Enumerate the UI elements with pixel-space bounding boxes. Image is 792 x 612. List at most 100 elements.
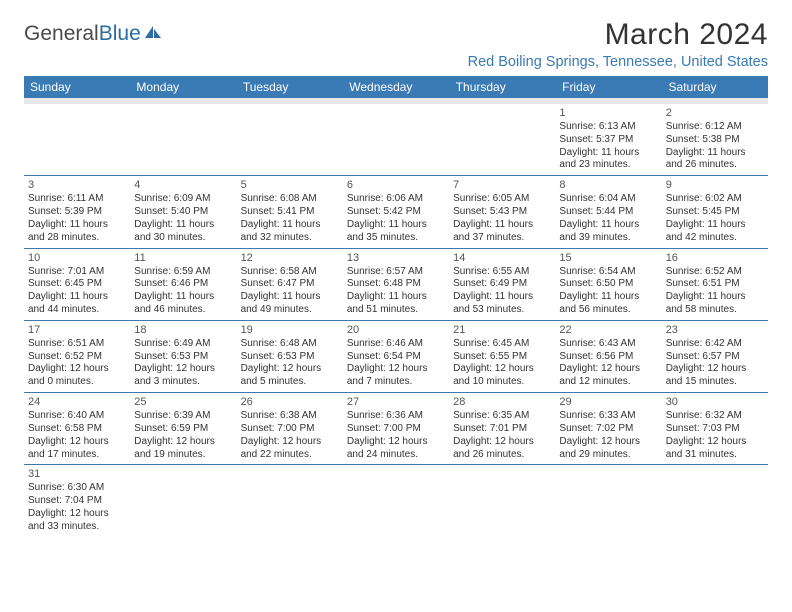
daylight-line: and 0 minutes. <box>28 376 125 389</box>
daylight-line: Daylight: 12 hours <box>134 436 231 449</box>
day-number: 5 <box>241 178 338 192</box>
sunrise-line: Sunrise: 6:05 AM <box>453 193 550 206</box>
day-cell: 24Sunrise: 6:40 AMSunset: 6:58 PMDayligh… <box>24 393 130 464</box>
sunrise-line: Sunrise: 6:45 AM <box>453 338 550 351</box>
logo: GeneralBlue <box>24 22 163 46</box>
day-cell: 18Sunrise: 6:49 AMSunset: 6:53 PMDayligh… <box>130 321 236 392</box>
sunset-line: Sunset: 6:55 PM <box>453 351 550 364</box>
sunset-line: Sunset: 5:44 PM <box>559 206 656 219</box>
sunrise-line: Sunrise: 6:12 AM <box>666 121 763 134</box>
day-cell: 8Sunrise: 6:04 AMSunset: 5:44 PMDaylight… <box>555 176 661 247</box>
daylight-line: Daylight: 11 hours <box>666 147 763 160</box>
daylight-line: and 33 minutes. <box>28 521 125 534</box>
daylight-line: and 19 minutes. <box>134 449 231 462</box>
daylight-line: and 58 minutes. <box>666 304 763 317</box>
logo-sail-icon <box>143 22 163 46</box>
day-cell-empty <box>449 104 555 175</box>
day-cell-empty <box>237 104 343 175</box>
sunset-line: Sunset: 6:46 PM <box>134 278 231 291</box>
day-cell: 10Sunrise: 7:01 AMSunset: 6:45 PMDayligh… <box>24 249 130 320</box>
sunrise-line: Sunrise: 6:08 AM <box>241 193 338 206</box>
daylight-line: Daylight: 11 hours <box>28 219 125 232</box>
daylight-line: and 12 minutes. <box>559 376 656 389</box>
sunrise-line: Sunrise: 6:58 AM <box>241 266 338 279</box>
day-cell-empty <box>130 104 236 175</box>
sunrise-line: Sunrise: 6:36 AM <box>347 410 444 423</box>
day-number: 6 <box>347 178 444 192</box>
day-cell: 29Sunrise: 6:33 AMSunset: 7:02 PMDayligh… <box>555 393 661 464</box>
daylight-line: and 3 minutes. <box>134 376 231 389</box>
sunrise-line: Sunrise: 6:02 AM <box>666 193 763 206</box>
sunrise-line: Sunrise: 6:52 AM <box>666 266 763 279</box>
weekday-header: Tuesday <box>237 76 343 98</box>
day-number: 11 <box>134 251 231 265</box>
sunset-line: Sunset: 6:58 PM <box>28 423 125 436</box>
sunrise-line: Sunrise: 6:55 AM <box>453 266 550 279</box>
sunrise-line: Sunrise: 6:49 AM <box>134 338 231 351</box>
daylight-line: and 5 minutes. <box>241 376 338 389</box>
sunset-line: Sunset: 7:03 PM <box>666 423 763 436</box>
sunset-line: Sunset: 6:52 PM <box>28 351 125 364</box>
daylight-line: Daylight: 11 hours <box>28 291 125 304</box>
daylight-line: Daylight: 12 hours <box>241 436 338 449</box>
day-cell: 1Sunrise: 6:13 AMSunset: 5:37 PMDaylight… <box>555 104 661 175</box>
day-cell: 5Sunrise: 6:08 AMSunset: 5:41 PMDaylight… <box>237 176 343 247</box>
daylight-line: Daylight: 11 hours <box>241 291 338 304</box>
day-number: 16 <box>666 251 763 265</box>
day-number: 25 <box>134 395 231 409</box>
day-cell: 16Sunrise: 6:52 AMSunset: 6:51 PMDayligh… <box>662 249 768 320</box>
day-number: 15 <box>559 251 656 265</box>
sunrise-line: Sunrise: 6:39 AM <box>134 410 231 423</box>
day-cell: 22Sunrise: 6:43 AMSunset: 6:56 PMDayligh… <box>555 321 661 392</box>
daylight-line: Daylight: 12 hours <box>28 436 125 449</box>
day-cell: 14Sunrise: 6:55 AMSunset: 6:49 PMDayligh… <box>449 249 555 320</box>
day-number: 26 <box>241 395 338 409</box>
day-number: 8 <box>559 178 656 192</box>
daylight-line: and 39 minutes. <box>559 232 656 245</box>
daylight-line: Daylight: 11 hours <box>559 219 656 232</box>
day-cell: 20Sunrise: 6:46 AMSunset: 6:54 PMDayligh… <box>343 321 449 392</box>
day-cell-empty <box>343 104 449 175</box>
day-number: 7 <box>453 178 550 192</box>
weekday-header: Monday <box>130 76 236 98</box>
sunset-line: Sunset: 6:45 PM <box>28 278 125 291</box>
calendar-row: 17Sunrise: 6:51 AMSunset: 6:52 PMDayligh… <box>24 321 768 393</box>
daylight-line: and 7 minutes. <box>347 376 444 389</box>
sunrise-line: Sunrise: 6:43 AM <box>559 338 656 351</box>
daylight-line: Daylight: 12 hours <box>666 363 763 376</box>
weekday-header: Saturday <box>663 76 768 98</box>
daylight-line: Daylight: 12 hours <box>28 508 125 521</box>
day-cell: 26Sunrise: 6:38 AMSunset: 7:00 PMDayligh… <box>237 393 343 464</box>
sunset-line: Sunset: 5:41 PM <box>241 206 338 219</box>
day-number: 22 <box>559 323 656 337</box>
sunset-line: Sunset: 7:00 PM <box>241 423 338 436</box>
daylight-line: and 22 minutes. <box>241 449 338 462</box>
daylight-line: and 29 minutes. <box>559 449 656 462</box>
sunrise-line: Sunrise: 6:42 AM <box>666 338 763 351</box>
location-subtitle: Red Boiling Springs, Tennessee, United S… <box>468 54 768 70</box>
daylight-line: and 28 minutes. <box>28 232 125 245</box>
daylight-line: and 23 minutes. <box>559 159 656 172</box>
daylight-line: Daylight: 11 hours <box>666 291 763 304</box>
sunset-line: Sunset: 6:53 PM <box>134 351 231 364</box>
daylight-line: and 35 minutes. <box>347 232 444 245</box>
daylight-line: and 49 minutes. <box>241 304 338 317</box>
weekday-header: Friday <box>556 76 662 98</box>
daylight-line: and 10 minutes. <box>453 376 550 389</box>
day-cell: 31Sunrise: 6:30 AMSunset: 7:04 PMDayligh… <box>24 465 130 536</box>
day-cell: 30Sunrise: 6:32 AMSunset: 7:03 PMDayligh… <box>662 393 768 464</box>
day-cell: 11Sunrise: 6:59 AMSunset: 6:46 PMDayligh… <box>130 249 236 320</box>
day-cell-empty <box>237 465 343 536</box>
title-block: March 2024 Red Boiling Springs, Tennesse… <box>468 18 768 70</box>
calendar-row: 31Sunrise: 6:30 AMSunset: 7:04 PMDayligh… <box>24 465 768 536</box>
daylight-line: and 53 minutes. <box>453 304 550 317</box>
daylight-line: Daylight: 12 hours <box>559 436 656 449</box>
daylight-line: Daylight: 11 hours <box>666 219 763 232</box>
sunrise-line: Sunrise: 6:13 AM <box>559 121 656 134</box>
daylight-line: Daylight: 11 hours <box>347 219 444 232</box>
day-cell: 6Sunrise: 6:06 AMSunset: 5:42 PMDaylight… <box>343 176 449 247</box>
daylight-line: Daylight: 12 hours <box>666 436 763 449</box>
daylight-line: and 30 minutes. <box>134 232 231 245</box>
daylight-line: and 46 minutes. <box>134 304 231 317</box>
daylight-line: Daylight: 11 hours <box>134 291 231 304</box>
